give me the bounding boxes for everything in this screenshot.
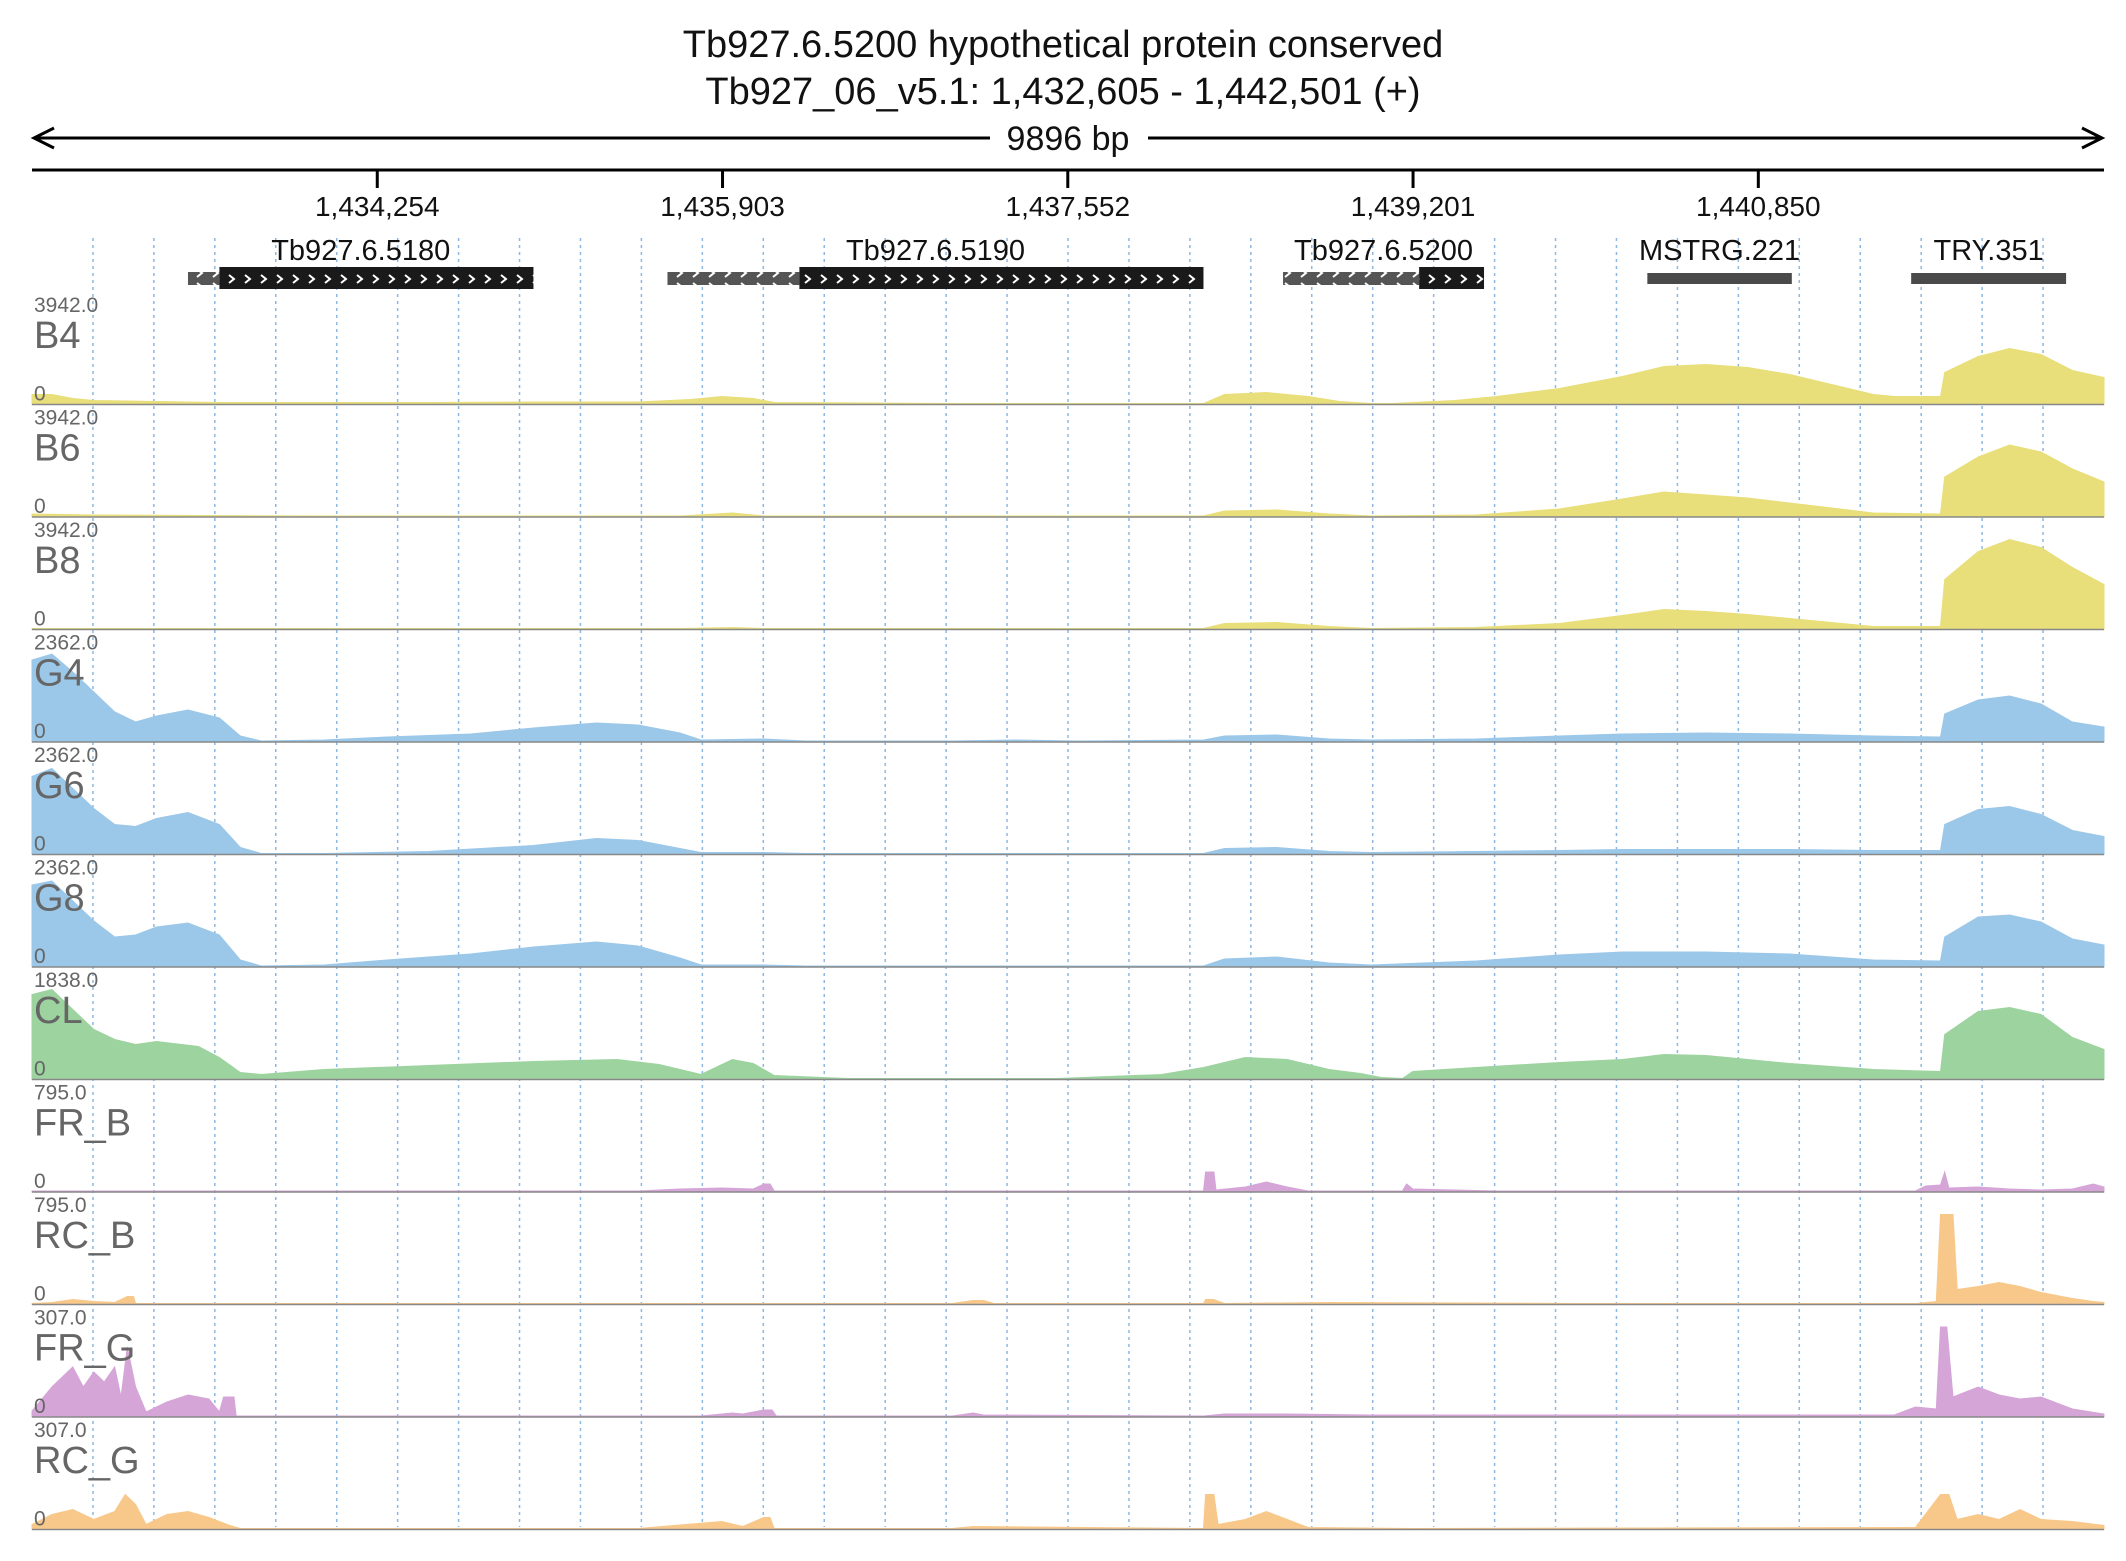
track-max-label: 2362.0 bbox=[34, 857, 98, 880]
gene-label: Tb927.6.5200 bbox=[1294, 235, 1473, 267]
track-name-label: CL bbox=[34, 990, 83, 1032]
track-name-label: B8 bbox=[34, 540, 80, 582]
track-max-label: 3942.0 bbox=[34, 519, 98, 542]
track-g4: 2362.0G4 0 bbox=[31, 632, 2105, 743]
axis-tick-label: 1,439,201 bbox=[1351, 191, 1476, 222]
track-min-label: 0 bbox=[34, 833, 46, 856]
track-b6: 3942.0B6 0 bbox=[31, 407, 2105, 518]
track-name-label: B6 bbox=[34, 428, 80, 470]
track-name-label: RC_G bbox=[34, 1440, 140, 1482]
track-area bbox=[31, 538, 2105, 630]
track-min-label: 0 bbox=[34, 383, 46, 406]
track-min-label: 0 bbox=[34, 945, 46, 968]
gene-feature: Tb927.6.5180 bbox=[187, 235, 534, 289]
track-max-label: 795.0 bbox=[34, 1082, 87, 1105]
track-rc-b: 795.0RC_B 0 bbox=[31, 1194, 2105, 1306]
track-fr-g: 307.0FR_G 0 bbox=[31, 1307, 2105, 1418]
span-arrow-right bbox=[2081, 126, 2106, 150]
span-label: 9896 bp bbox=[1007, 120, 1130, 158]
gene-label: TRY.351 bbox=[1934, 235, 2044, 267]
track-rc-g: 307.0RC_G 0 bbox=[31, 1419, 2105, 1531]
track-max-label: 307.0 bbox=[34, 1419, 87, 1442]
gene-annotation-track: Tb927.6.5180 Tb927.6.5190 Tb927.6.5200 MSTR… bbox=[187, 235, 2067, 289]
track-area bbox=[31, 1214, 2105, 1305]
track-b8: 3942.0B8 0 bbox=[31, 519, 2105, 631]
gene-cds bbox=[1419, 267, 1485, 289]
track-min-label: 0 bbox=[34, 1170, 46, 1193]
track-name-label: G6 bbox=[34, 765, 85, 807]
track-name-label: G4 bbox=[34, 653, 85, 695]
track-max-label: 1838.0 bbox=[34, 969, 98, 992]
axis-tick-label: 1,434,254 bbox=[315, 191, 440, 222]
track-fr-b: 795.0FR_B 0 bbox=[31, 1082, 2105, 1193]
track-cl: 1838.0CL 0 bbox=[31, 969, 2105, 1081]
track-name-label: FR_G bbox=[34, 1328, 135, 1370]
gene-label: MSTRG.221 bbox=[1639, 235, 1800, 267]
gene-bar bbox=[1647, 273, 1792, 284]
gene-utr bbox=[667, 272, 800, 285]
track-min-label: 0 bbox=[34, 1283, 46, 1306]
axis-tick-label: 1,440,850 bbox=[1696, 191, 1821, 222]
track-max-label: 3942.0 bbox=[34, 407, 98, 430]
gene-cds bbox=[799, 267, 1204, 289]
span-indicator: 9896 bp bbox=[30, 120, 2106, 158]
track-max-label: 795.0 bbox=[34, 1194, 87, 1217]
track-max-label: 3942.0 bbox=[34, 294, 98, 317]
track-max-label: 2362.0 bbox=[34, 632, 98, 655]
gene-feature: Tb927.6.5190 bbox=[667, 235, 1204, 289]
track-b4: 3942.0B4 0 bbox=[31, 294, 2105, 406]
track-area bbox=[31, 880, 2105, 968]
track-min-label: 0 bbox=[34, 1058, 46, 1081]
gene-feature: MSTRG.221 bbox=[1639, 235, 1800, 284]
track-max-label: 307.0 bbox=[34, 1307, 87, 1330]
gene-label: Tb927.6.5180 bbox=[271, 235, 450, 267]
axis-tick-label: 1,435,903 bbox=[660, 191, 785, 222]
track-area bbox=[31, 1326, 2105, 1418]
gene-bar bbox=[1911, 273, 2067, 284]
span-arrow-left bbox=[30, 126, 55, 150]
track-min-label: 0 bbox=[34, 495, 46, 518]
track-g8: 2362.0G8 0 bbox=[31, 857, 2105, 968]
track-name-label: G8 bbox=[34, 878, 85, 920]
chart-subtitle: Tb927_06_v5.1: 1,432,605 - 1,442,501 (+) bbox=[705, 71, 1421, 113]
track-area bbox=[31, 347, 2105, 405]
track-g6: 2362.0G6 0 bbox=[31, 744, 2105, 856]
track-area bbox=[31, 653, 2105, 743]
track-max-label: 2362.0 bbox=[34, 744, 98, 767]
coverage-tracks: 3942.0B403942.0B603942.0B802362.0G402362… bbox=[31, 294, 2105, 1531]
gene-utr bbox=[187, 272, 220, 285]
track-area bbox=[31, 1493, 2105, 1530]
track-min-label: 0 bbox=[34, 1508, 46, 1531]
track-min-label: 0 bbox=[34, 608, 46, 631]
gene-feature: TRY.351 bbox=[1911, 235, 2067, 284]
gene-feature: Tb927.6.5200 bbox=[1283, 235, 1485, 289]
gene-label: Tb927.6.5190 bbox=[846, 235, 1025, 267]
track-area bbox=[31, 1170, 2105, 1193]
gene-utr bbox=[1283, 272, 1420, 285]
track-area bbox=[31, 767, 2105, 855]
chart-title: Tb927.6.5200 hypothetical protein conser… bbox=[682, 24, 1444, 66]
grid-lines bbox=[92, 238, 2044, 1527]
track-area bbox=[31, 988, 2105, 1080]
gene-cds bbox=[219, 267, 534, 289]
axis-tick-label: 1,437,552 bbox=[1006, 191, 1131, 222]
track-area bbox=[31, 444, 2105, 518]
track-name-label: FR_B bbox=[34, 1103, 131, 1145]
track-min-label: 0 bbox=[34, 1395, 46, 1418]
track-name-label: B4 bbox=[34, 315, 80, 357]
coordinate-axis: 1,434,254 1,435,903 1,437,552 1,439,201 1,44… bbox=[32, 168, 2104, 222]
track-name-label: RC_B bbox=[34, 1215, 135, 1257]
track-min-label: 0 bbox=[34, 720, 46, 743]
